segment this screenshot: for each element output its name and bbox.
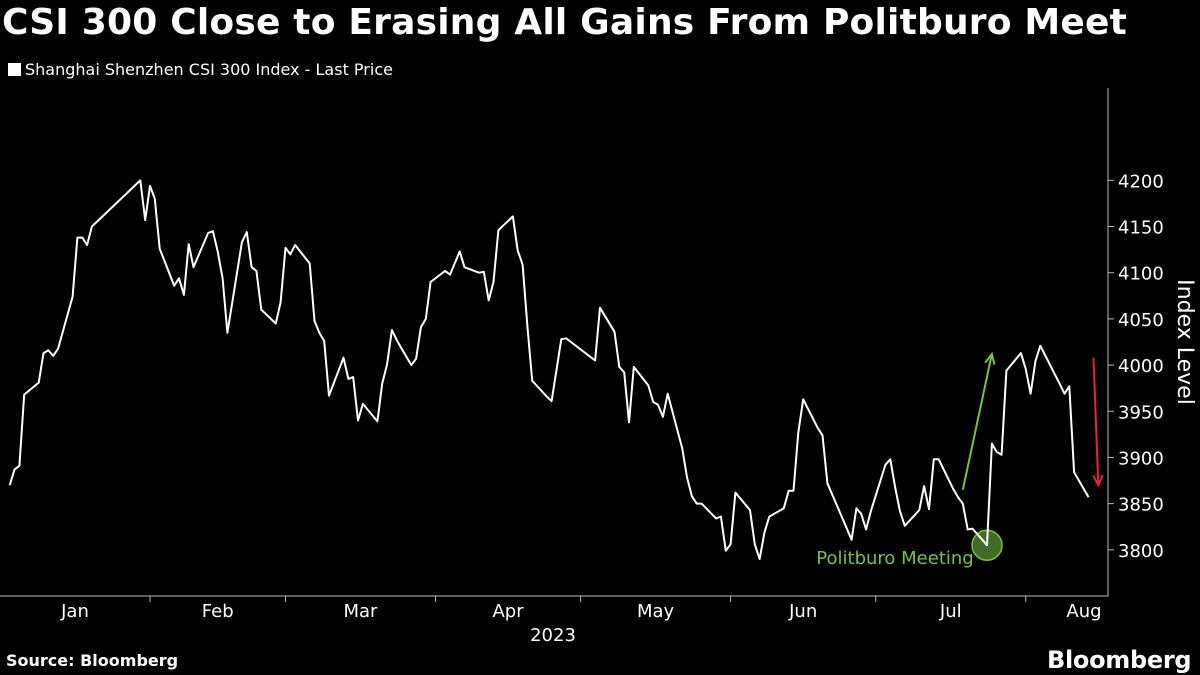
x-tick-label: Jan [60,601,89,622]
brand-name: Bloomberg [1047,646,1192,674]
x-axis-year-label: 2023 [530,625,576,646]
chart-title: CSI 300 Close to Erasing All Gains From … [2,2,1128,43]
y-tick-label: 3950 [1118,402,1164,423]
x-tick-label: Feb [202,601,234,622]
brand-logo: Bloomberg [1047,646,1200,674]
up-arrow-shaft [961,353,993,490]
y-tick-label: 3900 [1118,448,1164,469]
x-tick-label: Jul [939,601,962,622]
y-tick-label: 4050 [1118,310,1164,331]
y-tick-label: 4000 [1118,356,1164,377]
legend-swatch [8,63,21,76]
legend: Shanghai Shenzhen CSI 300 Index - Last P… [8,60,393,79]
down-arrow-shaft [1092,357,1100,486]
legend-label: Shanghai Shenzhen CSI 300 Index - Last P… [25,60,393,79]
y-axis-title: Index Level [1172,279,1197,405]
series-line-csi300 [8,179,1090,561]
x-tick-label: Aug [1066,601,1101,622]
y-tick-label: 4150 [1118,218,1164,239]
source-note: Source: Bloomberg [6,651,179,670]
y-tick-label: 4200 [1118,171,1164,192]
x-tick-label: Jun [788,601,817,622]
x-tick-label: Apr [492,601,524,622]
up-arrow-head [984,351,996,365]
down-arrow-head [1092,474,1104,488]
y-tick-label: 4100 [1118,264,1164,285]
y-tick-label: 3800 [1118,541,1164,562]
x-tick-label: May [637,601,675,622]
x-tick-label: Mar [343,601,378,622]
annotation-label-politburo: Politburo Meeting [816,548,973,569]
y-tick-label: 3850 [1118,495,1164,516]
